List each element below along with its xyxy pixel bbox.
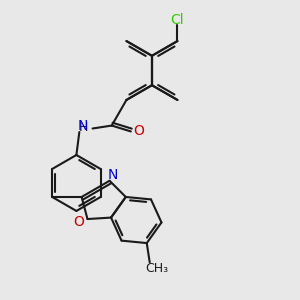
Text: N: N — [78, 118, 88, 133]
Text: O: O — [73, 215, 84, 229]
Text: O: O — [134, 124, 145, 138]
Text: CH₃: CH₃ — [146, 262, 169, 275]
Text: H: H — [79, 121, 88, 134]
Text: N: N — [107, 168, 118, 182]
Text: Cl: Cl — [171, 13, 184, 27]
